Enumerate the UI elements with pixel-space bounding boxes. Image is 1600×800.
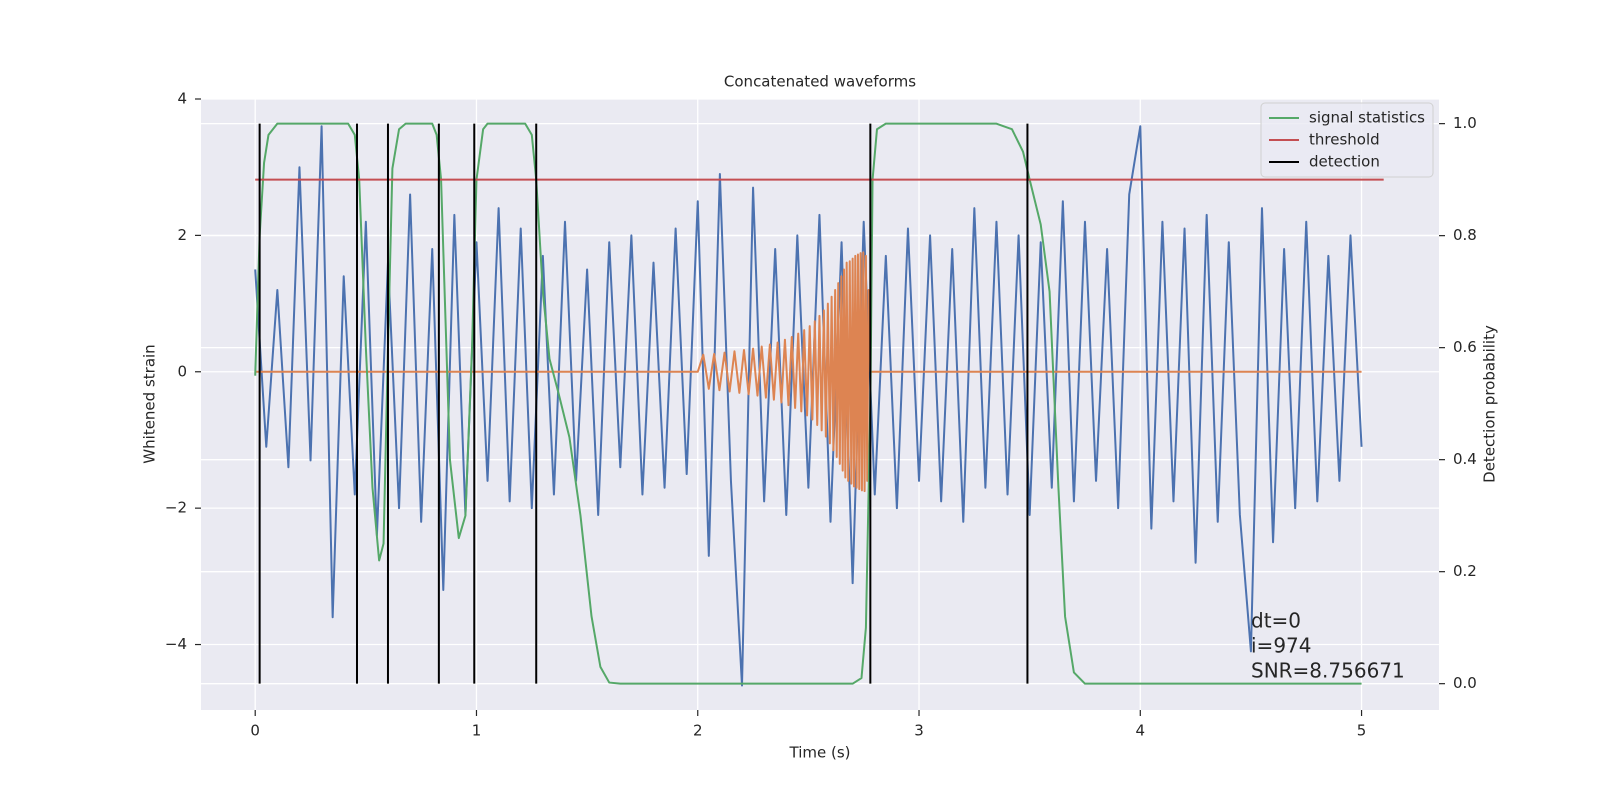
x-tick-label: 0 [250,722,260,740]
y2-tick-label: 0.2 [1453,562,1477,580]
annotation: SNR=8.756671 [1251,659,1405,683]
y-tick-label: 4 [177,90,187,108]
legend-label: detection [1309,153,1380,171]
y-tick-label: −4 [165,635,187,653]
legend-label: threshold [1309,131,1380,149]
y2-axis-label: Detection probability [1481,325,1499,483]
series-line [255,251,1362,493]
y2-tick-label: 0.0 [1453,674,1477,692]
x-tick-label: 4 [1136,722,1146,740]
y2-tick-label: 0.6 [1453,338,1477,356]
y-axis-label: Whitened strain [141,344,159,463]
y2-tick-label: 0.4 [1453,450,1477,468]
chart-title: Concatenated waveforms [724,73,916,91]
x-axis-label: Time (s) [789,744,851,762]
y-tick-label: −2 [165,499,187,517]
annotation: dt=0 [1251,609,1301,633]
marks [254,122,1384,687]
y2-tick-label: 0.8 [1453,226,1477,244]
plot-area [201,99,1439,710]
overlay: signal statistics threshold detection dt=0i… [1251,102,1434,683]
x-tick-label: 1 [472,722,482,740]
x-tick-label: 3 [914,722,924,740]
x-tick-label: 5 [1357,722,1367,740]
series-line [254,122,1362,685]
x-tick-label: 2 [693,722,703,740]
legend-label: signal statistics [1309,109,1425,127]
y2-tick-label: 1.0 [1453,114,1477,132]
y-tick-label: 0 [177,362,187,380]
legend-box [1260,102,1434,178]
annotation: i=974 [1251,634,1312,658]
y-tick-label: 2 [177,226,187,244]
